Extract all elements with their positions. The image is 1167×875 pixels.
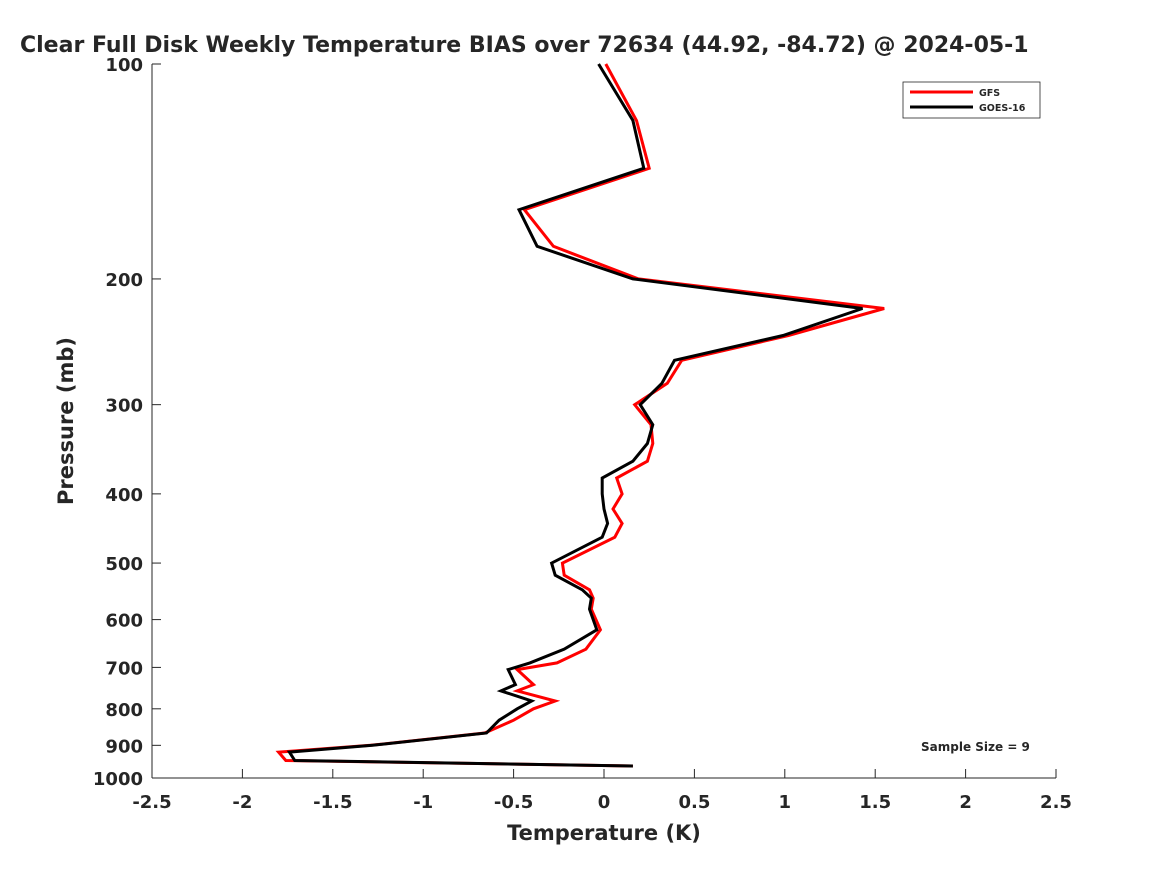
x-tick-label: 2 xyxy=(959,792,972,813)
y-tick-label: 900 xyxy=(105,736,143,757)
x-tick-label: -1.5 xyxy=(313,792,352,813)
x-tick-label: -2.5 xyxy=(132,792,171,813)
y-tick-label: 700 xyxy=(105,658,143,679)
y-tick-label: 200 xyxy=(105,270,143,291)
x-tick-label: 1.5 xyxy=(859,792,891,813)
legend: GFS GOES-16 xyxy=(902,81,1041,119)
y-tick-label: 500 xyxy=(105,554,143,575)
y-tick-label: 1000 xyxy=(93,769,143,790)
sample-size-annotation: Sample Size = 9 xyxy=(921,740,1030,754)
legend-label-gfs: GFS xyxy=(979,88,1000,99)
y-tick-label: 800 xyxy=(105,700,143,721)
y-axis-label: Pressure (mb) xyxy=(54,337,78,505)
x-tick-label: 2.5 xyxy=(1040,792,1072,813)
series-line-goes-16 xyxy=(286,63,863,768)
legend-label-goes16: GOES-16 xyxy=(979,103,1026,114)
y-tick-label: 300 xyxy=(105,396,143,417)
series-line-gfs xyxy=(275,63,885,768)
y-tick-label: 400 xyxy=(105,485,143,506)
series-lines xyxy=(275,63,885,768)
chart-title: Clear Full Disk Weekly Temperature BIAS … xyxy=(20,33,1029,58)
x-tick-label: -2 xyxy=(232,792,252,813)
y-tick-label: 600 xyxy=(105,611,143,632)
x-tick-label: 1 xyxy=(779,792,792,813)
x-tick-label: 0.5 xyxy=(678,792,710,813)
x-tick-label: -1 xyxy=(413,792,433,813)
x-ticks: -2.5 -2 -1.5 -1 -0.5 0 0.5 1 1.5 2 2.5 xyxy=(132,769,1072,813)
x-tick-label: -0.5 xyxy=(494,792,533,813)
legend-box xyxy=(902,81,1041,119)
y-ticks: 100 200 300 400 500 600 700 800 900 1000 xyxy=(93,55,161,790)
x-axis-label: Temperature (K) xyxy=(507,821,701,845)
x-tick-label: 0 xyxy=(598,792,611,813)
y-tick-label: 100 xyxy=(105,55,143,76)
plot-area xyxy=(152,64,1056,778)
